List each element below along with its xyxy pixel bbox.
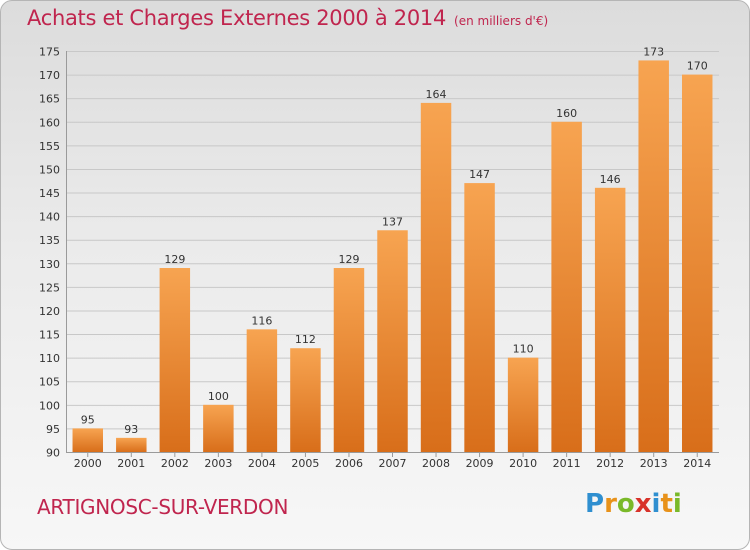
commune-name: ARTIGNOSC-SUR-VERDON xyxy=(37,495,289,519)
x-tick-label: 2012 xyxy=(596,457,624,470)
bar xyxy=(551,121,582,452)
y-tick-label: 120 xyxy=(39,305,60,318)
x-tick-label: 2007 xyxy=(379,457,407,470)
y-tick-label: 105 xyxy=(39,376,60,389)
logo-letter: o xyxy=(616,489,635,519)
data-label: 129 xyxy=(164,253,185,266)
x-tick-label: 2013 xyxy=(640,457,668,470)
x-tick-label: 2005 xyxy=(291,457,319,470)
y-tick-label: 90 xyxy=(46,447,60,460)
logo-letter: x xyxy=(634,489,652,519)
bar xyxy=(464,183,495,452)
bar xyxy=(638,60,669,452)
x-tick-label: 2014 xyxy=(683,457,711,470)
x-tick-label: 2000 xyxy=(74,457,102,470)
bar xyxy=(507,357,539,452)
data-label: 170 xyxy=(687,60,708,73)
data-label: 100 xyxy=(208,390,229,403)
data-label: 137 xyxy=(382,215,403,228)
data-label: 110 xyxy=(513,343,534,356)
data-label: 116 xyxy=(251,314,272,327)
x-tick-label: 2011 xyxy=(553,457,581,470)
data-label: 95 xyxy=(81,413,95,426)
bar xyxy=(333,268,365,452)
labels-layer: 2000 95 2001 93 2002 129 2003 100 2004 116 2005 112… xyxy=(74,45,711,470)
data-label: 129 xyxy=(338,253,359,266)
y-tick-label: 135 xyxy=(39,234,60,247)
axis-layer: 90 95 100 105 110 115 120 125 130 135 140 145 150 155… xyxy=(39,46,719,460)
bar xyxy=(159,268,191,452)
bar xyxy=(246,329,278,452)
y-tick-label: 160 xyxy=(39,116,60,129)
y-tick-label: 145 xyxy=(39,187,60,200)
x-tick-label: 2006 xyxy=(335,457,363,470)
y-tick-label: 170 xyxy=(39,69,60,82)
data-label: 93 xyxy=(124,423,138,436)
x-tick-label: 2002 xyxy=(161,457,189,470)
x-tick-label: 2003 xyxy=(204,457,232,470)
bar xyxy=(116,437,147,452)
y-tick-label: 175 xyxy=(39,46,60,59)
bar xyxy=(420,102,452,453)
y-tick-label: 140 xyxy=(39,211,60,224)
data-label: 173 xyxy=(643,45,664,58)
y-tick-label: 165 xyxy=(39,93,60,106)
y-tick-label: 115 xyxy=(39,329,60,342)
x-tick-label: 2004 xyxy=(248,457,276,470)
logo-letter: i xyxy=(672,489,682,519)
y-tick-label: 155 xyxy=(39,140,60,153)
logo-letter: P xyxy=(585,489,605,519)
x-tick-label: 2009 xyxy=(466,457,494,470)
y-tick-label: 125 xyxy=(39,281,60,294)
data-label: 146 xyxy=(600,173,621,186)
bar xyxy=(72,428,104,452)
bar xyxy=(290,348,321,452)
bar xyxy=(594,187,626,452)
data-label: 112 xyxy=(295,333,316,346)
data-label: 160 xyxy=(556,107,577,120)
bar xyxy=(203,404,234,452)
y-tick-label: 100 xyxy=(39,399,60,412)
bar xyxy=(377,230,408,452)
proxiti-logo: Proxiti xyxy=(585,489,682,519)
bar xyxy=(681,74,713,453)
chart-title: Achats et Charges Externes 2000 à 2014 xyxy=(27,6,447,30)
data-label: 147 xyxy=(469,168,490,181)
x-tick-label: 2001 xyxy=(117,457,145,470)
logo-letter: r xyxy=(604,489,617,519)
logo-letter: t xyxy=(660,489,673,519)
y-tick-label: 95 xyxy=(46,423,60,436)
y-tick-label: 150 xyxy=(39,163,60,176)
logo-letter: i xyxy=(651,489,661,519)
bars-layer xyxy=(72,60,713,453)
data-label: 164 xyxy=(426,88,447,101)
y-tick-label: 130 xyxy=(39,258,60,271)
title-row: Achats et Charges Externes 2000 à 2014 (e… xyxy=(27,6,548,30)
chart-subtitle: (en milliers d'€) xyxy=(454,14,549,28)
x-tick-label: 2008 xyxy=(422,457,450,470)
y-tick-label: 110 xyxy=(39,352,60,365)
x-tick-label: 2010 xyxy=(509,457,537,470)
